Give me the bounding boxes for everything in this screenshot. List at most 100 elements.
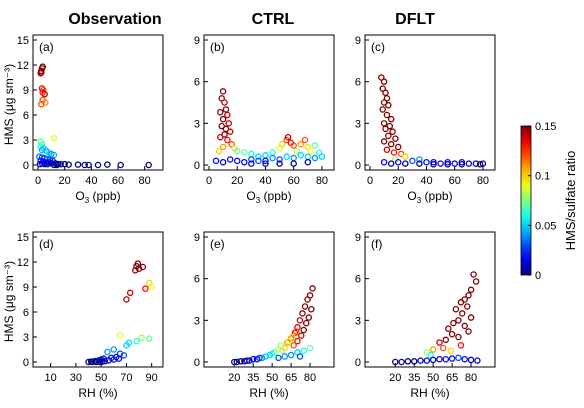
y-tick-label: 6 <box>23 307 29 319</box>
data-point <box>275 354 282 362</box>
data-point <box>457 299 465 306</box>
data-point <box>85 161 92 169</box>
data-point <box>464 303 471 310</box>
data-point <box>104 161 111 168</box>
data-point <box>427 351 434 359</box>
x-axis-label: O3 (ppb) <box>75 189 120 205</box>
data-point <box>217 133 224 141</box>
data-point <box>226 128 234 135</box>
colorbar-tick-label: 0 <box>535 270 541 282</box>
data-point <box>134 260 142 267</box>
data-point <box>293 147 300 155</box>
x-tick-label: 0 <box>367 175 373 187</box>
data-points <box>36 63 152 169</box>
data-point <box>304 153 312 160</box>
data-point <box>436 339 443 346</box>
data-point <box>36 160 44 168</box>
data-point <box>269 154 276 162</box>
x-tick-label: 20 <box>59 175 71 187</box>
y-tick-label: 3 <box>355 315 361 327</box>
data-point <box>38 146 46 154</box>
x-tick-label: 80 <box>139 175 151 187</box>
data-point <box>303 319 310 327</box>
y-tick-label: 0 <box>355 160 361 172</box>
y-tick-label: 9 <box>355 35 361 47</box>
data-point <box>115 355 123 362</box>
data-point <box>409 157 416 165</box>
data-point <box>380 158 388 166</box>
x-tick-label: 80 <box>304 372 316 384</box>
data-point <box>99 358 106 365</box>
x-tick-label: 40 <box>420 175 432 187</box>
data-point <box>126 289 134 297</box>
data-point <box>92 358 100 366</box>
data-point <box>442 355 450 363</box>
data-point <box>219 143 227 151</box>
data-point <box>465 160 473 167</box>
colorbar-tick-label: 0.15 <box>535 121 556 133</box>
data-point <box>305 314 313 321</box>
data-point <box>101 357 109 365</box>
data-point <box>430 158 437 166</box>
data-point <box>38 69 45 76</box>
panel-label: (f) <box>371 237 382 251</box>
plot-frame <box>32 231 164 368</box>
data-point <box>225 120 233 127</box>
x-tick-label: 65 <box>446 372 458 384</box>
y-tick-label: 3 <box>23 135 29 147</box>
data-point <box>394 143 402 151</box>
data-point <box>476 161 484 168</box>
data-point <box>442 336 450 344</box>
data-points <box>392 271 481 366</box>
data-point <box>467 314 475 321</box>
data-point <box>255 153 262 160</box>
y-tick-label: 9 <box>23 282 29 294</box>
data-point <box>262 353 270 360</box>
data-point <box>74 161 82 168</box>
data-point <box>50 135 58 142</box>
data-point <box>447 347 455 355</box>
data-point <box>277 342 285 349</box>
data-point <box>241 358 248 365</box>
colorbar-gradient <box>520 125 532 276</box>
x-axis-label: O3 (ppb) <box>407 189 452 205</box>
data-point <box>219 115 227 123</box>
data-point <box>281 353 289 360</box>
data-point <box>294 337 301 345</box>
data-point <box>311 154 319 162</box>
plot-frame <box>32 34 164 171</box>
data-point <box>249 355 257 363</box>
x-tick-label: 20 <box>389 372 401 384</box>
y-tick-label: 3 <box>194 315 200 327</box>
data-point <box>253 355 261 363</box>
y-tick-label: 9 <box>355 232 361 244</box>
colorbar-tick-label: 0.05 <box>535 220 556 232</box>
data-point <box>306 344 314 352</box>
y-tick-label: 6 <box>355 77 361 89</box>
data-point <box>445 325 452 332</box>
data-point <box>50 151 58 159</box>
data-point <box>423 158 430 166</box>
colorbar-label: HMS/sulfate ratio <box>563 151 578 251</box>
data-point <box>410 358 418 365</box>
data-point <box>221 99 228 106</box>
y-tick-label: 15 <box>17 35 29 47</box>
data-point <box>224 111 231 119</box>
data-point <box>117 161 124 169</box>
plot-frame <box>203 34 335 171</box>
data-point <box>110 346 118 353</box>
data-point <box>467 286 475 294</box>
data-point <box>451 160 458 167</box>
data-point <box>292 328 300 335</box>
colorbar-tick-label: 0.1 <box>535 171 550 183</box>
data-point <box>301 303 309 310</box>
column-title-dflt: DFLT <box>395 11 435 28</box>
data-point <box>470 271 477 278</box>
x-tick-label: 60 <box>288 175 300 187</box>
plot-frame <box>203 231 335 368</box>
data-point <box>448 330 456 338</box>
scatter-panel: (b) 0 3 6 9 0 20 40 60 80 O3 (ppb) <box>194 34 335 205</box>
y-tick-label: 9 <box>194 232 200 244</box>
data-point <box>57 160 64 168</box>
data-point <box>219 88 227 95</box>
